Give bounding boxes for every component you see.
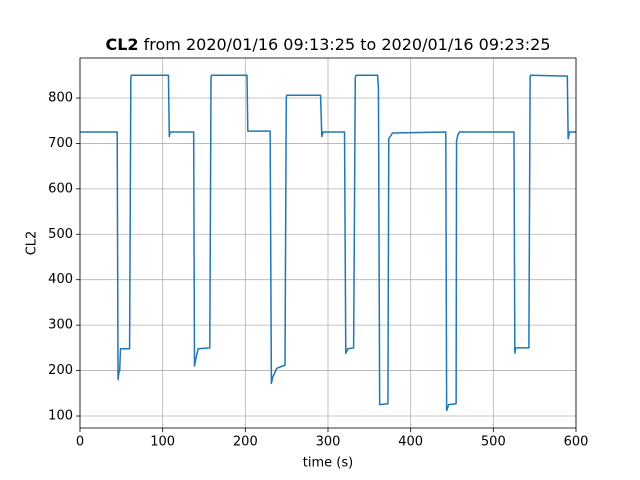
- y-tick-label: 800: [48, 90, 73, 105]
- chart-title: CL2 from 2020/01/16 09:13:25 to 2020/01/…: [105, 35, 550, 54]
- x-tick-label: 100: [150, 435, 175, 450]
- y-tick-label: 200: [48, 363, 73, 378]
- y-axis-label: CL2: [25, 231, 40, 256]
- y-tick-label: 600: [48, 181, 73, 196]
- x-tick-label: 0: [76, 435, 84, 450]
- x-axis-label: time (s): [303, 456, 353, 471]
- x-tick-label: 300: [316, 435, 341, 450]
- title-bold: CL2: [105, 35, 138, 54]
- y-tick-label: 100: [48, 409, 73, 424]
- data-line: [80, 74, 576, 412]
- plot: [80, 74, 576, 412]
- x-tick-label: 500: [481, 435, 506, 450]
- x-tick-label: 200: [233, 435, 258, 450]
- y-tick-label: 500: [48, 227, 73, 242]
- y-tick-label: 700: [48, 136, 73, 151]
- y-tick-label: 300: [48, 318, 73, 333]
- grid: [79, 58, 577, 428]
- x-tick-label: 400: [398, 435, 423, 450]
- y-tick-label: 400: [48, 272, 73, 287]
- title-rest: from 2020/01/16 09:13:25 to 2020/01/16 0…: [144, 35, 551, 54]
- x-tick-label: 600: [564, 435, 589, 450]
